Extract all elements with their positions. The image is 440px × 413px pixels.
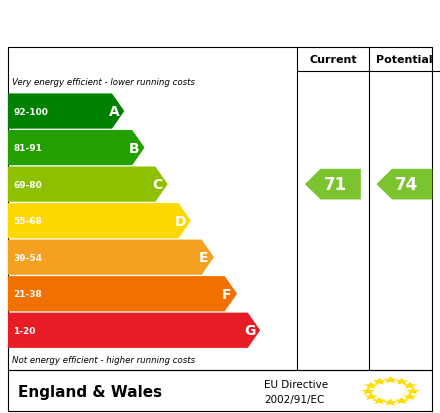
- Polygon shape: [403, 393, 417, 400]
- Polygon shape: [8, 167, 168, 202]
- Text: 39-54: 39-54: [13, 253, 42, 262]
- Text: Energy Efficiency Rating: Energy Efficiency Rating: [11, 14, 299, 34]
- Polygon shape: [376, 169, 433, 200]
- Text: E: E: [199, 251, 209, 265]
- Text: 74: 74: [395, 176, 418, 194]
- Text: F: F: [222, 287, 232, 301]
- Text: Very energy efficient - lower running costs: Very energy efficient - lower running co…: [12, 78, 195, 87]
- Polygon shape: [361, 387, 375, 394]
- Polygon shape: [372, 378, 387, 385]
- Polygon shape: [8, 131, 145, 166]
- Text: D: D: [175, 214, 187, 228]
- Text: 55-68: 55-68: [13, 217, 42, 225]
- Polygon shape: [383, 399, 398, 406]
- Text: England & Wales: England & Wales: [18, 384, 162, 399]
- Text: 2002/91/EC: 2002/91/EC: [264, 394, 324, 404]
- Polygon shape: [372, 397, 387, 404]
- Text: C: C: [152, 178, 163, 192]
- Polygon shape: [364, 382, 378, 389]
- Polygon shape: [364, 393, 378, 400]
- Text: EU Directive: EU Directive: [264, 379, 328, 389]
- Text: 21-38: 21-38: [13, 290, 42, 299]
- Text: G: G: [244, 323, 256, 337]
- Polygon shape: [406, 387, 420, 394]
- Text: 81-91: 81-91: [13, 144, 42, 153]
- Text: 1-20: 1-20: [13, 326, 36, 335]
- Text: A: A: [109, 105, 120, 119]
- Polygon shape: [394, 378, 409, 385]
- Text: Not energy efficient - higher running costs: Not energy efficient - higher running co…: [12, 355, 195, 364]
- Polygon shape: [8, 240, 214, 275]
- Polygon shape: [8, 313, 260, 348]
- Text: 92-100: 92-100: [13, 107, 48, 116]
- Polygon shape: [8, 204, 191, 239]
- Polygon shape: [403, 382, 417, 389]
- Text: B: B: [129, 141, 140, 155]
- Text: 69-80: 69-80: [13, 180, 42, 189]
- Text: 71: 71: [324, 176, 347, 194]
- Polygon shape: [383, 376, 398, 383]
- Polygon shape: [305, 169, 361, 200]
- Polygon shape: [8, 94, 125, 129]
- Polygon shape: [394, 397, 409, 404]
- Text: Potential: Potential: [376, 55, 433, 64]
- Polygon shape: [8, 276, 237, 311]
- Text: Current: Current: [309, 55, 357, 64]
